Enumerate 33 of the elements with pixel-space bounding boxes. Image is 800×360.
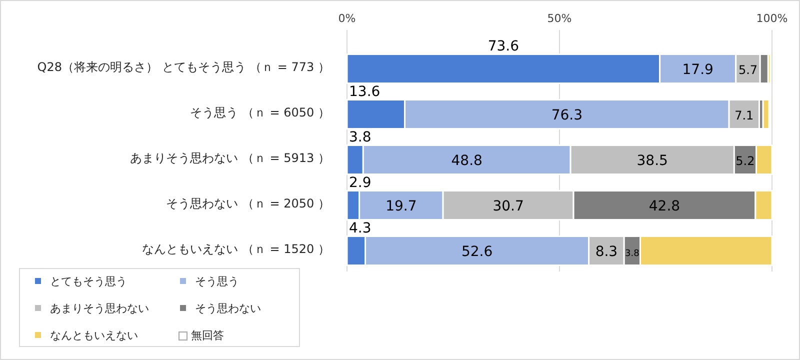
legend-label: あまりそう思わない — [50, 302, 149, 315]
x-tick-label: 50% — [547, 12, 572, 25]
data-label: 13.6 — [349, 84, 380, 100]
x-tick-label: 100% — [756, 12, 788, 25]
data-label: 52.6 — [461, 244, 493, 260]
y-tick-label: そう思わない （ｎ = 2050 ） — [166, 196, 330, 210]
legend-label: とてもそう思う — [50, 275, 127, 288]
data-label: 19.7 — [386, 198, 417, 214]
data-label: 42.8 — [648, 198, 680, 214]
legend-label: そう思う — [195, 275, 239, 288]
legend-label: 無回答 — [191, 329, 224, 342]
legend-label: なんともいえない — [50, 329, 138, 342]
bar — [762, 99, 770, 130]
data-label: 2.9 — [349, 174, 372, 191]
y-tick-label: なんともいえない （ｎ = 1520 ） — [142, 242, 330, 256]
data-label: 3.8 — [625, 248, 640, 259]
data-label: 76.3 — [551, 107, 583, 124]
y-tick-label: あまりそう思わない （ｎ = 5913 ） — [130, 150, 330, 165]
data-label: 73.6 — [488, 38, 520, 54]
data-label: 38.5 — [636, 152, 668, 169]
data-label: 17.9 — [682, 62, 714, 78]
y-tick-label: そう思う （ｎ = 6050 ） — [190, 105, 330, 120]
data-label: 3.8 — [349, 129, 372, 146]
data-label: 8.3 — [595, 244, 618, 260]
data-label: 48.8 — [451, 152, 482, 169]
legend-label: そう思わない — [195, 302, 261, 315]
data-label: 7.1 — [734, 108, 754, 122]
data-label: 4.3 — [349, 220, 372, 236]
y-tick-label: Q28（将来の明るさ） とてもそう思う （ｎ = 773 ） — [37, 60, 330, 74]
data-label: 5.2 — [736, 154, 755, 168]
data-label: 30.7 — [492, 198, 524, 214]
x-tick-label: 0% — [338, 12, 356, 25]
data-label: 5.7 — [738, 62, 758, 77]
